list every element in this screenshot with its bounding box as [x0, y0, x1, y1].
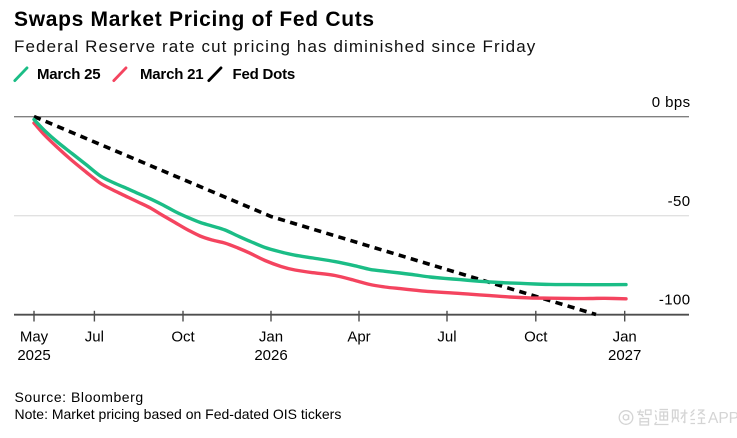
svg-text:APP: APP: [708, 410, 737, 427]
svg-text:0 bps: 0 bps: [652, 94, 691, 111]
svg-text:Oct: Oct: [171, 329, 195, 346]
svg-text:Jul: Jul: [85, 329, 104, 346]
svg-text:-100: -100: [659, 292, 691, 309]
svg-text:2025: 2025: [17, 347, 50, 364]
svg-text:Oct: Oct: [524, 329, 548, 346]
svg-text:Apr: Apr: [347, 329, 370, 346]
svg-text:Jan: Jan: [613, 329, 637, 346]
svg-text:May: May: [20, 329, 49, 346]
svg-text:2027: 2027: [608, 347, 641, 364]
svg-text:Jan: Jan: [259, 329, 283, 346]
svg-text:Jul: Jul: [437, 329, 456, 346]
svg-text:2026: 2026: [254, 347, 287, 364]
svg-text:-50: -50: [668, 193, 691, 210]
